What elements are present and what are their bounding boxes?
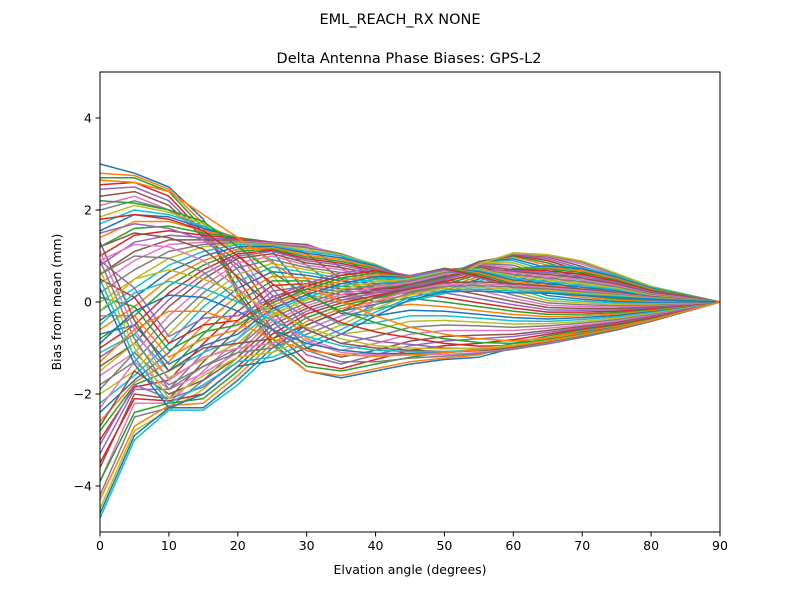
x-tick-label: 80 [643,538,659,553]
series-line-10 [100,209,720,326]
x-tick-label: 70 [574,538,590,553]
y-axis-label: Bias from mean (mm) [49,234,64,371]
x-tick-label: 60 [505,538,521,553]
x-tick-label: 30 [299,538,315,553]
y-tick-label: 2 [84,203,92,218]
series-line-47 [100,269,720,409]
series-line-46 [100,269,720,427]
x-axis-label: Elvation angle (degrees) [333,562,486,577]
series-line-43 [100,268,720,482]
series-line-40 [100,264,720,519]
y-tick-label: 4 [84,111,92,126]
series-line-45 [100,269,720,445]
series-line-58 [100,260,720,391]
series-line-72 [100,301,720,363]
y-tick-label: 0 [84,295,92,310]
series-line-11 [100,213,720,320]
x-tick-label: 50 [436,538,452,553]
series-line-49 [100,269,720,379]
figure-suptitle: EML_REACH_RX NONE [319,12,480,28]
series-line-9 [100,204,720,335]
series-lines [100,163,720,519]
x-tick-label: 20 [230,538,246,553]
y-axis-ticks: −4 −2 0 2 4 [74,111,100,494]
y-tick-label: −2 [74,387,92,402]
x-tick-label: 90 [712,538,728,553]
series-line-68 [100,255,720,363]
series-line-59 [100,269,720,400]
series-line-56 [100,241,720,372]
chart-title: Delta Antenna Phase Biases: GPS-L2 [277,51,542,67]
x-axis-ticks: 0 10 20 30 40 50 60 70 80 90 [96,532,728,553]
series-line-13 [100,225,720,316]
x-tick-label: 0 [96,538,104,553]
series-line-61 [100,287,720,409]
series-line-57 [100,251,720,381]
x-tick-label: 40 [368,538,384,553]
series-line-60 [100,278,720,404]
series-line-50 [100,269,720,372]
y-tick-label: −4 [74,479,92,494]
x-tick-label: 10 [161,538,177,553]
